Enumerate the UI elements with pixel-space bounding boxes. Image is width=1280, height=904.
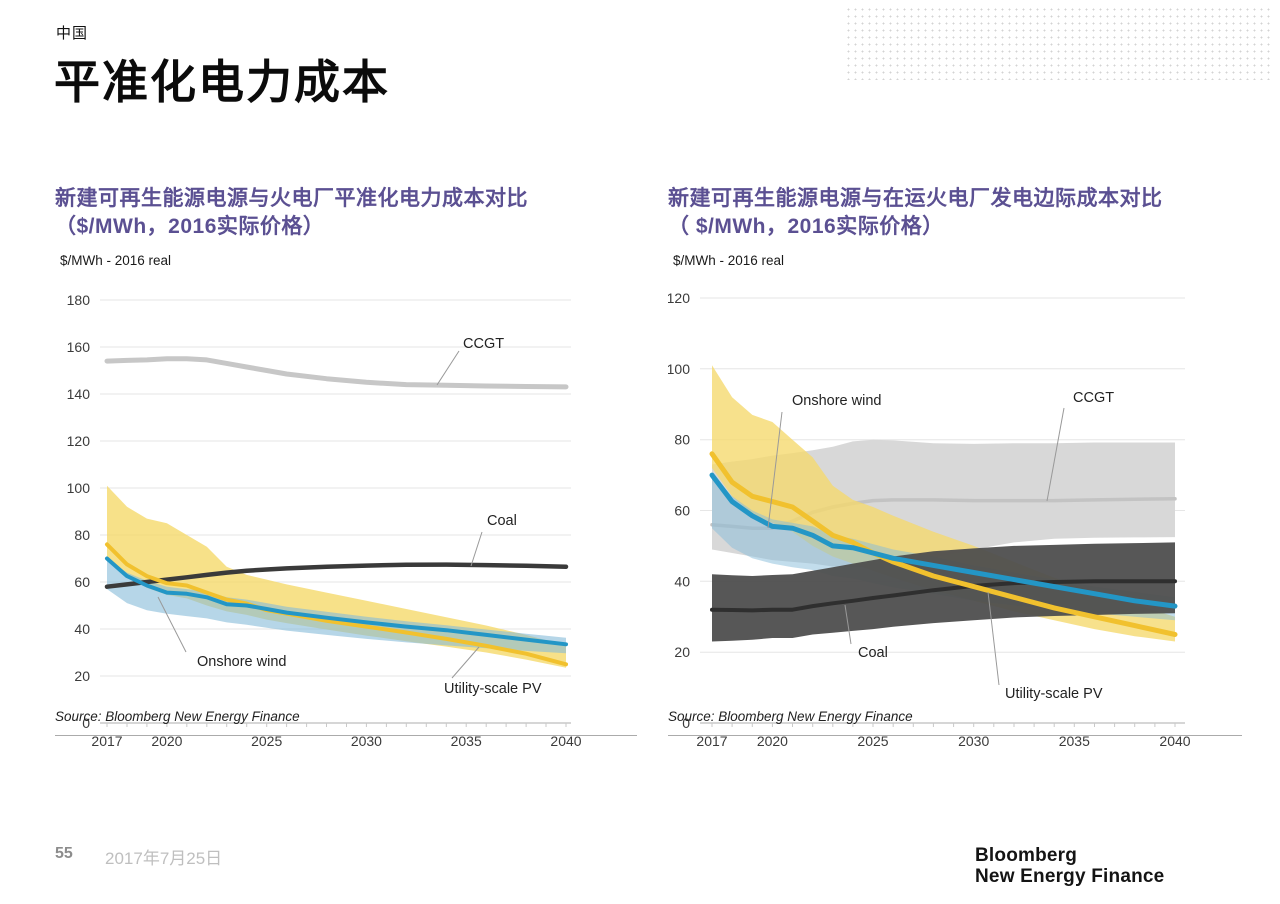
- x-tick-label: 2017: [696, 733, 727, 749]
- annotation-callout-line: [470, 531, 483, 567]
- y-tick-label: 120: [668, 290, 690, 306]
- dot-pattern-decoration: [845, 6, 1273, 80]
- x-tick-label: 2035: [451, 733, 482, 749]
- right-chart-source: Source: Bloomberg New Energy Finance: [668, 709, 1242, 736]
- left-chart-title-line1: 新建可再生能源电源与火电厂平准化电力成本对比: [55, 187, 528, 210]
- band-utility-scale-pv-range: [107, 485, 566, 668]
- y-tick-label: 80: [674, 432, 690, 448]
- y-tick-label: 160: [67, 339, 91, 355]
- y-tick-label: 40: [674, 573, 690, 589]
- x-tick-label: 2040: [550, 733, 581, 749]
- left-chart-source: Source: Bloomberg New Energy Finance: [55, 709, 637, 736]
- x-tick-label: 2025: [251, 733, 282, 749]
- x-tick-label: 2017: [91, 733, 122, 749]
- annotation-callout-line: [844, 604, 852, 645]
- annotation-callout-line: [157, 596, 187, 653]
- annotation-label: Onshore wind: [792, 393, 881, 409]
- right-chart-plot: 0 20 40 60 80 100 120 2017 2020 2025 2030 2035 2040 O…: [667, 285, 1246, 768]
- slide-title: 平准化电力成本: [54, 55, 390, 109]
- series-line-onshore-wind: [105, 556, 568, 647]
- x-tick-label: 2030: [351, 733, 382, 749]
- left-chart-plot: 0 20 40 60 80 100 120 140 160 180 2017 2020 2025 2030…: [55, 285, 640, 768]
- y-tick-label: 20: [674, 644, 690, 660]
- y-tick-label: 0: [682, 715, 690, 731]
- left-chart-title-line2: （$/MWh，2016实际价格）: [55, 215, 325, 239]
- band-coal-range: [712, 542, 1175, 642]
- x-tick-label: 2020: [757, 733, 788, 749]
- annotation-label: Utility-scale PV: [1005, 686, 1103, 702]
- y-tick-label: 80: [74, 527, 90, 543]
- y-tick-label: 140: [67, 386, 91, 402]
- annotation-label: Coal: [858, 645, 888, 661]
- y-tick-label: 20: [74, 668, 90, 684]
- annotation-callout-line: [767, 411, 783, 529]
- series-line-ccgt: [104, 356, 569, 390]
- annotation-callout-line: [1046, 407, 1065, 502]
- right-chart-unit-label: $/MWh - 2016 real: [673, 253, 785, 268]
- annotation-label: CCGT: [463, 336, 504, 352]
- right-chart-title-line2: （ $/MWh，2016实际价格）: [668, 215, 944, 239]
- left-chart-panel: 新建可再生能源电源与火电厂平准化电力成本对比 （$/MWh，2016实际价格） …: [55, 185, 640, 749]
- annotation-label: Coal: [487, 513, 517, 529]
- x-tick-label: 2040: [1159, 733, 1190, 749]
- annotation-callout-line: [987, 591, 1000, 686]
- bnef-logo-line2: New Energy Finance: [975, 866, 1165, 888]
- slide-kicker: 中国: [56, 25, 89, 42]
- y-tick-label: 40: [74, 621, 90, 637]
- y-tick-label: 100: [67, 480, 91, 496]
- right-chart-title: 新建可再生能源电源与在运火电厂发电边际成本对比 （ $/MWh，2016实际价格…: [668, 185, 1246, 242]
- y-tick-label: 120: [67, 433, 91, 449]
- annotation-callout-line: [436, 350, 460, 386]
- x-tick-label: 2035: [1059, 733, 1090, 749]
- y-tick-label: 60: [674, 503, 690, 519]
- series-line-coal: [710, 579, 1177, 613]
- slide-date: 2017年7月25日: [105, 849, 223, 868]
- right-chart-title-line1: 新建可再生能源电源与在运火电厂发电边际成本对比: [668, 187, 1163, 210]
- bnef-logo: Bloomberg New Energy Finance: [975, 845, 1164, 888]
- right-chart-panel: 新建可再生能源电源与在运火电厂发电边际成本对比 （ $/MWh，2016实际价格…: [667, 185, 1246, 749]
- annotation-label: Utility-scale PV: [444, 681, 542, 697]
- annotation-label: CCGT: [1073, 390, 1114, 406]
- annotation-callout-line: [451, 646, 480, 679]
- y-tick-label: 0: [82, 715, 90, 731]
- y-tick-label: 100: [668, 361, 690, 377]
- page-number: 55: [55, 845, 73, 862]
- left-chart-title: 新建可再生能源电源与火电厂平准化电力成本对比 （$/MWh，2016实际价格）: [55, 185, 640, 242]
- x-tick-label: 2030: [958, 733, 989, 749]
- annotation-label: Onshore wind: [197, 654, 286, 670]
- y-tick-label: 180: [67, 292, 91, 308]
- left-chart-unit-label: $/MWh - 2016 real: [60, 253, 172, 268]
- y-tick-label: 60: [74, 574, 90, 590]
- series-line-onshore-wind: [709, 472, 1178, 609]
- bnef-logo-line1: Bloomberg: [975, 845, 1078, 866]
- x-tick-label: 2020: [151, 733, 182, 749]
- x-tick-label: 2025: [857, 733, 888, 749]
